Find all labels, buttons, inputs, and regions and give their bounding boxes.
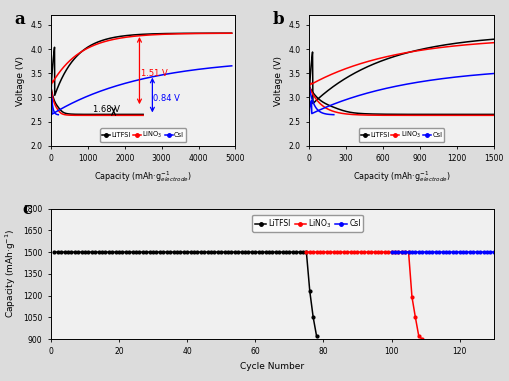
Text: b: b	[272, 11, 284, 28]
Y-axis label: Capacity (mAh·g$^{-1}$): Capacity (mAh·g$^{-1}$)	[3, 229, 18, 319]
Legend: LiTFSI, LiNO$_3$, CsI: LiTFSI, LiNO$_3$, CsI	[252, 215, 363, 232]
Text: 0.84 V: 0.84 V	[154, 94, 180, 103]
Legend: LiTFSI, LiNO$_3$, CsI: LiTFSI, LiNO$_3$, CsI	[100, 128, 186, 142]
Text: c: c	[22, 201, 32, 218]
Y-axis label: Voltage (V): Voltage (V)	[16, 56, 25, 106]
X-axis label: Capacity (mAh·g$_{electrode}^{-1}$): Capacity (mAh·g$_{electrode}^{-1}$)	[353, 169, 450, 184]
Text: a: a	[14, 11, 25, 28]
X-axis label: Capacity (mAh·g$_{electrode}^{-1}$): Capacity (mAh·g$_{electrode}^{-1}$)	[94, 169, 192, 184]
Legend: LiTFSI, LiNO$_3$, CsI: LiTFSI, LiNO$_3$, CsI	[359, 128, 444, 142]
X-axis label: Cycle Number: Cycle Number	[240, 362, 304, 371]
Text: 1.68 V: 1.68 V	[93, 105, 120, 114]
Text: 1.51 V: 1.51 V	[140, 69, 167, 78]
Y-axis label: Voltage (V): Voltage (V)	[274, 56, 283, 106]
